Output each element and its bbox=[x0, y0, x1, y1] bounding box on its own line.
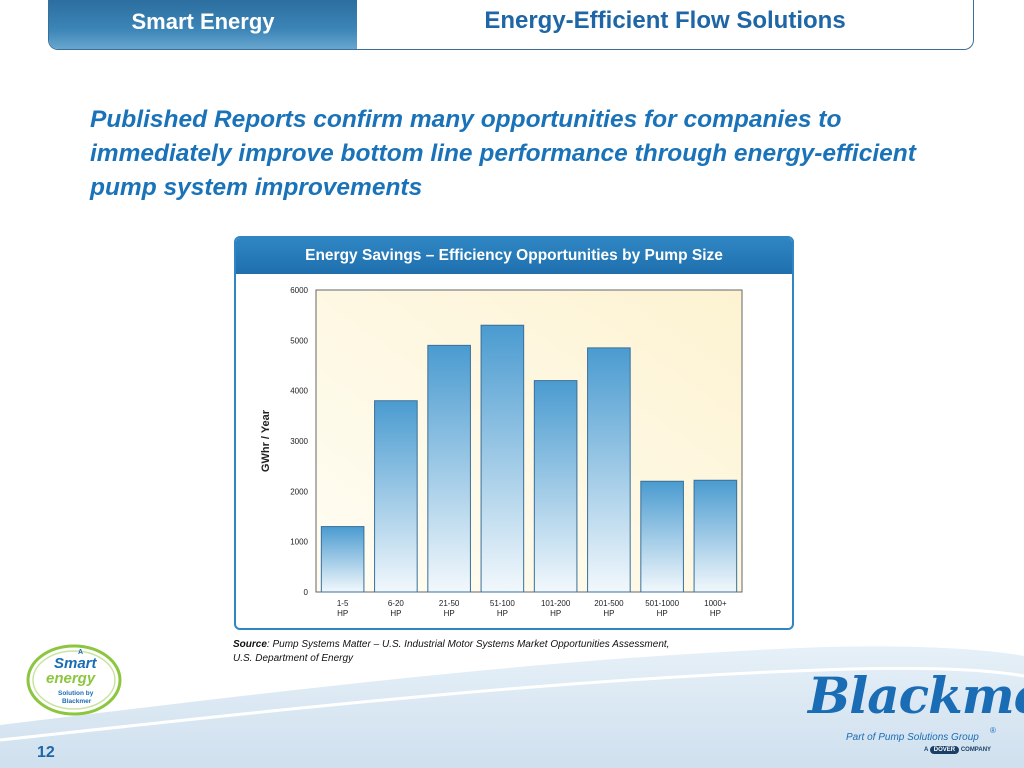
x-tick-label: HP bbox=[550, 609, 561, 618]
bar bbox=[320, 526, 365, 593]
x-tick-label: HP bbox=[603, 609, 614, 618]
background-swoosh bbox=[0, 646, 1024, 768]
x-tick-label: HP bbox=[710, 609, 721, 618]
badge-energy: energy bbox=[46, 670, 96, 687]
y-tick-label: 6000 bbox=[290, 286, 308, 295]
badge-line1: Solution by bbox=[58, 690, 94, 697]
x-tick-label: 501-1000 bbox=[645, 599, 679, 608]
dover-mark: A DOVER COMPANY bbox=[924, 746, 991, 754]
x-tick-label: HP bbox=[444, 609, 455, 618]
y-tick-label: 1000 bbox=[290, 538, 308, 547]
logo-subtitle: Part of Pump Solutions Group bbox=[846, 732, 979, 743]
badge-a: A bbox=[78, 649, 83, 656]
logo-wordmark: Blackmer bbox=[808, 666, 1024, 725]
source-label: Source bbox=[233, 639, 267, 650]
bar bbox=[480, 324, 525, 593]
x-tick-label: 51-100 bbox=[490, 599, 515, 608]
bar bbox=[693, 479, 738, 593]
source-note: Source: Pump Systems Matter – U.S. Indus… bbox=[233, 638, 793, 666]
section-title: Smart Energy bbox=[49, 0, 357, 49]
bar bbox=[640, 480, 684, 593]
badge-smart: Smart bbox=[54, 655, 98, 672]
slide-title: Energy-Efficient Flow Solutions bbox=[484, 7, 846, 34]
y-tick-label: 3000 bbox=[290, 437, 308, 446]
bar bbox=[533, 380, 578, 593]
bar bbox=[427, 344, 471, 593]
page-number: 12 bbox=[37, 744, 55, 761]
smart-energy-badge-icon: A Smart energy Solution by Blackmer bbox=[26, 644, 122, 716]
source-text: : Pump Systems Matter – U.S. Industrial … bbox=[266, 639, 670, 650]
x-tick-label: 1-5 bbox=[337, 599, 349, 608]
y-tick-label: 5000 bbox=[290, 336, 308, 345]
y-tick-label: 4000 bbox=[290, 387, 308, 396]
y-tick-label: 0 bbox=[304, 588, 309, 597]
dover-suffix: COMPANY bbox=[960, 747, 992, 753]
x-tick-label: HP bbox=[337, 609, 348, 618]
x-tick-label: 1000+ bbox=[704, 599, 727, 608]
x-tick-label: HP bbox=[657, 609, 668, 618]
dover-box: DOVER bbox=[929, 746, 960, 754]
badge-line2: Blackmer bbox=[62, 698, 92, 705]
y-axis-label: GWhr / Year bbox=[260, 409, 272, 472]
headline-text: Published Reports confirm many opportuni… bbox=[90, 106, 916, 201]
title-bar: Smart Energy Energy-Efficient Flow Solut… bbox=[48, 0, 974, 50]
chart-title: Energy Savings – Efficiency Opportunitie… bbox=[236, 238, 792, 274]
source-line2: U.S. Department of Energy bbox=[233, 653, 354, 664]
x-tick-label: 6-20 bbox=[388, 599, 405, 608]
bar bbox=[587, 347, 631, 593]
x-tick-label: HP bbox=[497, 609, 508, 618]
chart-panel: 0 1000 2000 3000 4000 5000 6000 1-5 HP 6-20 HP 21-… bbox=[234, 236, 794, 630]
x-tick-label: 21-50 bbox=[439, 599, 460, 608]
y-tick-label: 2000 bbox=[290, 487, 308, 496]
bar bbox=[374, 400, 418, 593]
dover-prefix: A bbox=[924, 747, 929, 753]
registered-mark: ® bbox=[990, 726, 996, 735]
x-tick-label: HP bbox=[390, 609, 401, 618]
blackmer-logo: Blackmer Part of Pump Solutions Group ® … bbox=[796, 664, 1024, 764]
x-tick-label: 101-200 bbox=[541, 599, 571, 608]
x-tick-label: 201-500 bbox=[594, 599, 624, 608]
